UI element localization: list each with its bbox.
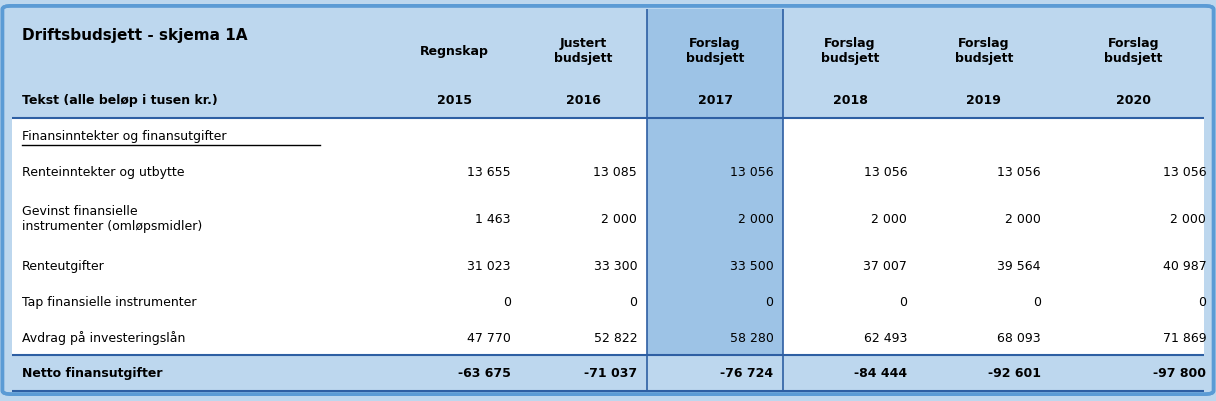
Bar	[647, 247, 783, 284]
Text: Regnskap: Regnskap	[421, 45, 489, 58]
Text: 2 000: 2 000	[601, 213, 637, 225]
Text: 2 000: 2 000	[1170, 213, 1206, 225]
Text: 62 493: 62 493	[863, 331, 907, 344]
Text: 2 000: 2 000	[871, 213, 907, 225]
Text: Tekst (alle beløp i tusen kr.): Tekst (alle beløp i tusen kr.)	[22, 94, 218, 107]
Text: Forslag
budsjett: Forslag budsjett	[686, 37, 744, 65]
Text: 37 007: 37 007	[863, 259, 907, 272]
Text: 13 056: 13 056	[730, 166, 773, 179]
Text: Netto finansutgifter: Netto finansutgifter	[22, 367, 163, 379]
Bar	[12, 154, 1204, 190]
Text: -92 601: -92 601	[987, 367, 1041, 379]
Text: -97 800: -97 800	[1153, 367, 1206, 379]
Text: Avdrag på investeringslån: Avdrag på investeringslån	[22, 330, 185, 344]
Text: 71 869: 71 869	[1162, 331, 1206, 344]
Text: -63 675: -63 675	[458, 367, 511, 379]
Text: 0: 0	[765, 295, 773, 308]
Text: -76 724: -76 724	[720, 367, 773, 379]
Bar	[12, 10, 1204, 119]
Text: 2 000: 2 000	[1004, 213, 1041, 225]
Text: 58 280: 58 280	[730, 331, 773, 344]
Text: 0: 0	[899, 295, 907, 308]
Text: -71 037: -71 037	[584, 367, 637, 379]
Text: 2017: 2017	[698, 94, 732, 107]
Text: 13 056: 13 056	[863, 166, 907, 179]
Bar	[12, 355, 1204, 391]
Text: Forslag
budsjett: Forslag budsjett	[1104, 37, 1162, 65]
Text: 33 500: 33 500	[730, 259, 773, 272]
Bar	[647, 190, 783, 247]
Text: 0: 0	[629, 295, 637, 308]
Text: 33 300: 33 300	[593, 259, 637, 272]
Text: 0: 0	[1198, 295, 1206, 308]
Text: Justert
budsjett: Justert budsjett	[554, 37, 613, 65]
Text: -84 444: -84 444	[854, 367, 907, 379]
Text: Renteinntekter og utbytte: Renteinntekter og utbytte	[22, 166, 185, 179]
Text: Forslag
budsjett: Forslag budsjett	[821, 37, 879, 65]
Text: 68 093: 68 093	[997, 331, 1041, 344]
Text: 2018: 2018	[833, 94, 867, 107]
Text: Tap finansielle instrumenter: Tap finansielle instrumenter	[22, 295, 197, 308]
Text: 2016: 2016	[567, 94, 601, 107]
Text: Gevinst finansielle
instrumenter (omløpsmidler): Gevinst finansielle instrumenter (omløps…	[22, 205, 202, 233]
Bar	[12, 190, 1204, 247]
Text: 2020: 2020	[1116, 94, 1150, 107]
Bar	[647, 119, 783, 154]
Text: Forslag
budsjett: Forslag budsjett	[955, 37, 1013, 65]
Text: 47 770: 47 770	[467, 331, 511, 344]
Text: 0: 0	[502, 295, 511, 308]
Text: 1 463: 1 463	[475, 213, 511, 225]
Text: 39 564: 39 564	[997, 259, 1041, 272]
Text: 2015: 2015	[438, 94, 472, 107]
Text: 13 085: 13 085	[593, 166, 637, 179]
FancyBboxPatch shape	[2, 7, 1214, 394]
Bar	[647, 10, 783, 119]
Text: 0: 0	[1032, 295, 1041, 308]
Text: 13 655: 13 655	[467, 166, 511, 179]
Text: 2019: 2019	[967, 94, 1001, 107]
Bar	[647, 319, 783, 355]
Text: 31 023: 31 023	[467, 259, 511, 272]
Bar	[12, 247, 1204, 284]
Bar	[12, 319, 1204, 355]
Text: 40 987: 40 987	[1162, 259, 1206, 272]
Bar	[647, 154, 783, 190]
Bar	[12, 284, 1204, 319]
Text: 13 056: 13 056	[1162, 166, 1206, 179]
Text: Finansinntekter og finansutgifter: Finansinntekter og finansutgifter	[22, 130, 226, 143]
Text: Renteutgifter: Renteutgifter	[22, 259, 105, 272]
Text: 2 000: 2 000	[737, 213, 773, 225]
Text: Driftsbudsjett - skjema 1A: Driftsbudsjett - skjema 1A	[22, 28, 247, 43]
Text: 13 056: 13 056	[997, 166, 1041, 179]
Bar	[647, 284, 783, 319]
Bar	[12, 119, 1204, 154]
Text: 52 822: 52 822	[593, 331, 637, 344]
